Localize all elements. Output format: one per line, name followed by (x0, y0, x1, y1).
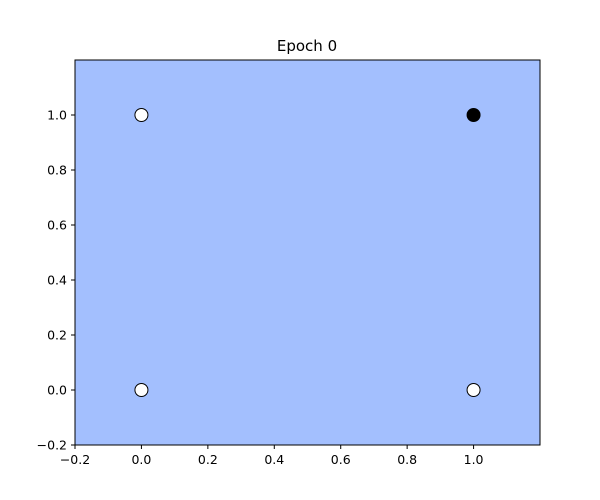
data-points (134, 108, 481, 397)
y-tick-label: 0.8 (47, 163, 67, 178)
y-tick-label: 1.0 (47, 108, 67, 123)
y-axis: −0.2 0.0 0.2 0.4 0.6 0.8 1.0 (37, 108, 75, 453)
x-tick-label: 0.8 (397, 452, 417, 467)
y-tick-label: 0.0 (47, 383, 67, 398)
x-axis: −0.2 0.0 0.2 0.4 0.6 0.8 1.0 (60, 445, 484, 467)
y-tick-label: 0.4 (47, 273, 67, 288)
x-tick-label: −0.2 (60, 452, 90, 467)
y-tick-label: 0.2 (47, 328, 67, 343)
x-tick-label: 0.2 (198, 452, 218, 467)
data-point (466, 383, 481, 397)
x-tick-label: 0.4 (264, 452, 284, 467)
plot-frame (74, 59, 541, 446)
x-tick-label: 0.6 (331, 452, 351, 467)
data-point (134, 108, 149, 122)
chart-title: Epoch 0 (277, 37, 337, 55)
x-tick-label: 0.0 (131, 452, 151, 467)
y-tick-label: 0.6 (47, 218, 67, 233)
x-tick-label: 1.0 (464, 452, 484, 467)
y-tick-label: −0.2 (37, 438, 67, 453)
data-point (134, 383, 149, 397)
plot-area (75, 60, 540, 445)
data-point (466, 108, 481, 122)
